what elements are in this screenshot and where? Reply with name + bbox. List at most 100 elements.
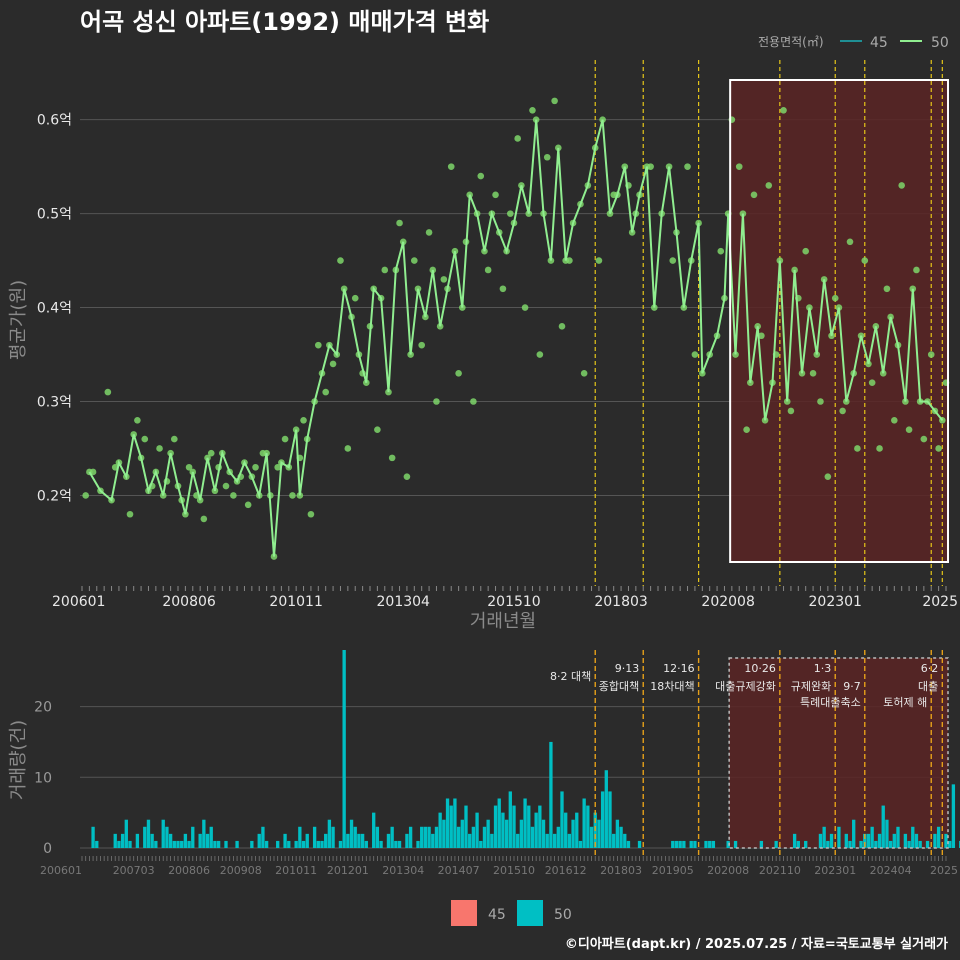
volume-bar-193	[792, 833, 797, 848]
price-point-51	[470, 398, 477, 405]
volume-bar-220	[892, 833, 896, 848]
price-point-80	[765, 182, 773, 189]
volume-bar-61	[305, 833, 309, 848]
volume-bar-116	[508, 791, 512, 848]
price-y-axis-title: 평균가(원)	[8, 280, 29, 360]
price-point-97	[891, 416, 898, 424]
volume-bar-9	[113, 833, 117, 848]
volume-bar-151	[637, 840, 642, 848]
price-point-18	[230, 492, 237, 499]
price-point-92	[854, 445, 861, 452]
volume-x-tick-9: 201612	[545, 864, 587, 877]
volume-bar-33	[202, 819, 206, 848]
volume-bar-114	[501, 812, 505, 848]
volume-bar-89	[408, 826, 413, 848]
volume-bar-166	[693, 840, 697, 848]
volume-bar-148	[626, 840, 631, 848]
volume-x-tick-3: 200908	[220, 864, 262, 877]
policy-name-2: 18차대책	[650, 680, 694, 693]
price-point-42	[403, 473, 411, 480]
price-point-100	[913, 266, 920, 274]
bottom-legend: 45 50	[451, 900, 572, 926]
volume-bar-15	[135, 833, 140, 848]
volume-bar-227	[918, 840, 922, 848]
volume-bar-161	[674, 840, 679, 848]
price-x-axis-title: 거래년월	[470, 611, 536, 632]
price-point-94	[868, 379, 876, 387]
price-point-53	[484, 266, 492, 274]
price-point-49	[455, 370, 462, 377]
volume-x-tick-4: 201011	[275, 864, 317, 877]
volume-bar-91	[416, 840, 420, 848]
policy-name-3: 대출규제강화	[715, 680, 776, 693]
price-point-43	[411, 257, 418, 264]
volume-y-tick-0: 0	[43, 841, 52, 857]
volume-bar-98	[442, 819, 446, 848]
volume-bar-221	[896, 826, 900, 848]
volume-bar-120	[523, 798, 527, 848]
volume-x-tick-1: 200703	[113, 864, 155, 877]
legend-swatch-50	[517, 900, 543, 926]
volume-bar-211	[859, 840, 863, 848]
price-point-57	[514, 135, 521, 142]
volume-bar-19	[150, 833, 154, 848]
volume-bar-235	[948, 840, 952, 848]
price-y-tick-4: 0.6억	[37, 113, 72, 129]
price-point-25	[281, 435, 289, 443]
policy-name-4: 규제완화	[791, 680, 831, 693]
volume-bar-122	[530, 826, 535, 848]
price-point-60	[536, 351, 544, 358]
volume-bar-53	[276, 840, 280, 848]
volume-bar-11	[120, 833, 125, 848]
volume-bar-219	[888, 840, 893, 848]
volume-bar-26	[176, 840, 180, 848]
chart-title: 어곡 성신 아파트(1992) 매매가격 변화	[80, 8, 489, 36]
volume-bar-229	[925, 840, 930, 848]
volume-bar-216	[877, 833, 882, 848]
volume-bar-129	[556, 826, 560, 848]
volume-bar-18	[146, 819, 151, 848]
volume-bar-77	[364, 840, 368, 848]
price-point-63	[558, 323, 566, 330]
volume-bar-144	[612, 833, 616, 848]
volume-bar-10	[117, 840, 121, 848]
price-x-tick-3: 201304	[377, 594, 431, 610]
volume-bar-63	[312, 826, 317, 848]
volume-bar-80	[375, 826, 380, 848]
volume-bar-108	[479, 840, 483, 848]
price-point-8	[156, 445, 163, 452]
price-point-91	[846, 238, 854, 246]
price-line-50	[88, 119, 944, 557]
price-point-85	[802, 247, 809, 255]
volume-bar-169	[704, 840, 708, 848]
price-point-17	[222, 482, 230, 490]
volume-bars	[91, 650, 960, 848]
volume-bar-86	[397, 840, 402, 848]
volume-x-tick-6: 201304	[382, 864, 424, 877]
price-x-tick-8: 2025	[922, 594, 958, 610]
volume-bar-188	[774, 840, 778, 848]
volume-bar-136	[582, 798, 586, 848]
price-point-54	[492, 191, 499, 199]
volume-bar-165	[689, 840, 693, 848]
volume-bar-141	[600, 791, 605, 848]
volume-bar-110	[486, 819, 490, 848]
volume-bar-142	[604, 770, 608, 848]
policy-date-7: 6·2	[921, 662, 939, 675]
volume-x-tick-11: 201905	[652, 864, 694, 877]
volume-bar-56	[287, 840, 291, 848]
price-point-89	[831, 294, 839, 302]
volume-bar-194	[796, 840, 800, 848]
volume-bar-177	[733, 840, 738, 848]
volume-bar-65	[320, 840, 324, 848]
price-point-82	[780, 106, 787, 114]
price-point-73	[691, 351, 699, 358]
price-point-103	[935, 445, 942, 452]
volume-bar-101	[453, 798, 457, 848]
price-point-56	[507, 210, 514, 217]
volume-bar-213	[866, 833, 871, 848]
price-point-98	[898, 182, 905, 189]
volume-bar-184	[759, 840, 764, 848]
volume-bar-124	[538, 805, 542, 848]
price-point-99	[905, 426, 913, 433]
